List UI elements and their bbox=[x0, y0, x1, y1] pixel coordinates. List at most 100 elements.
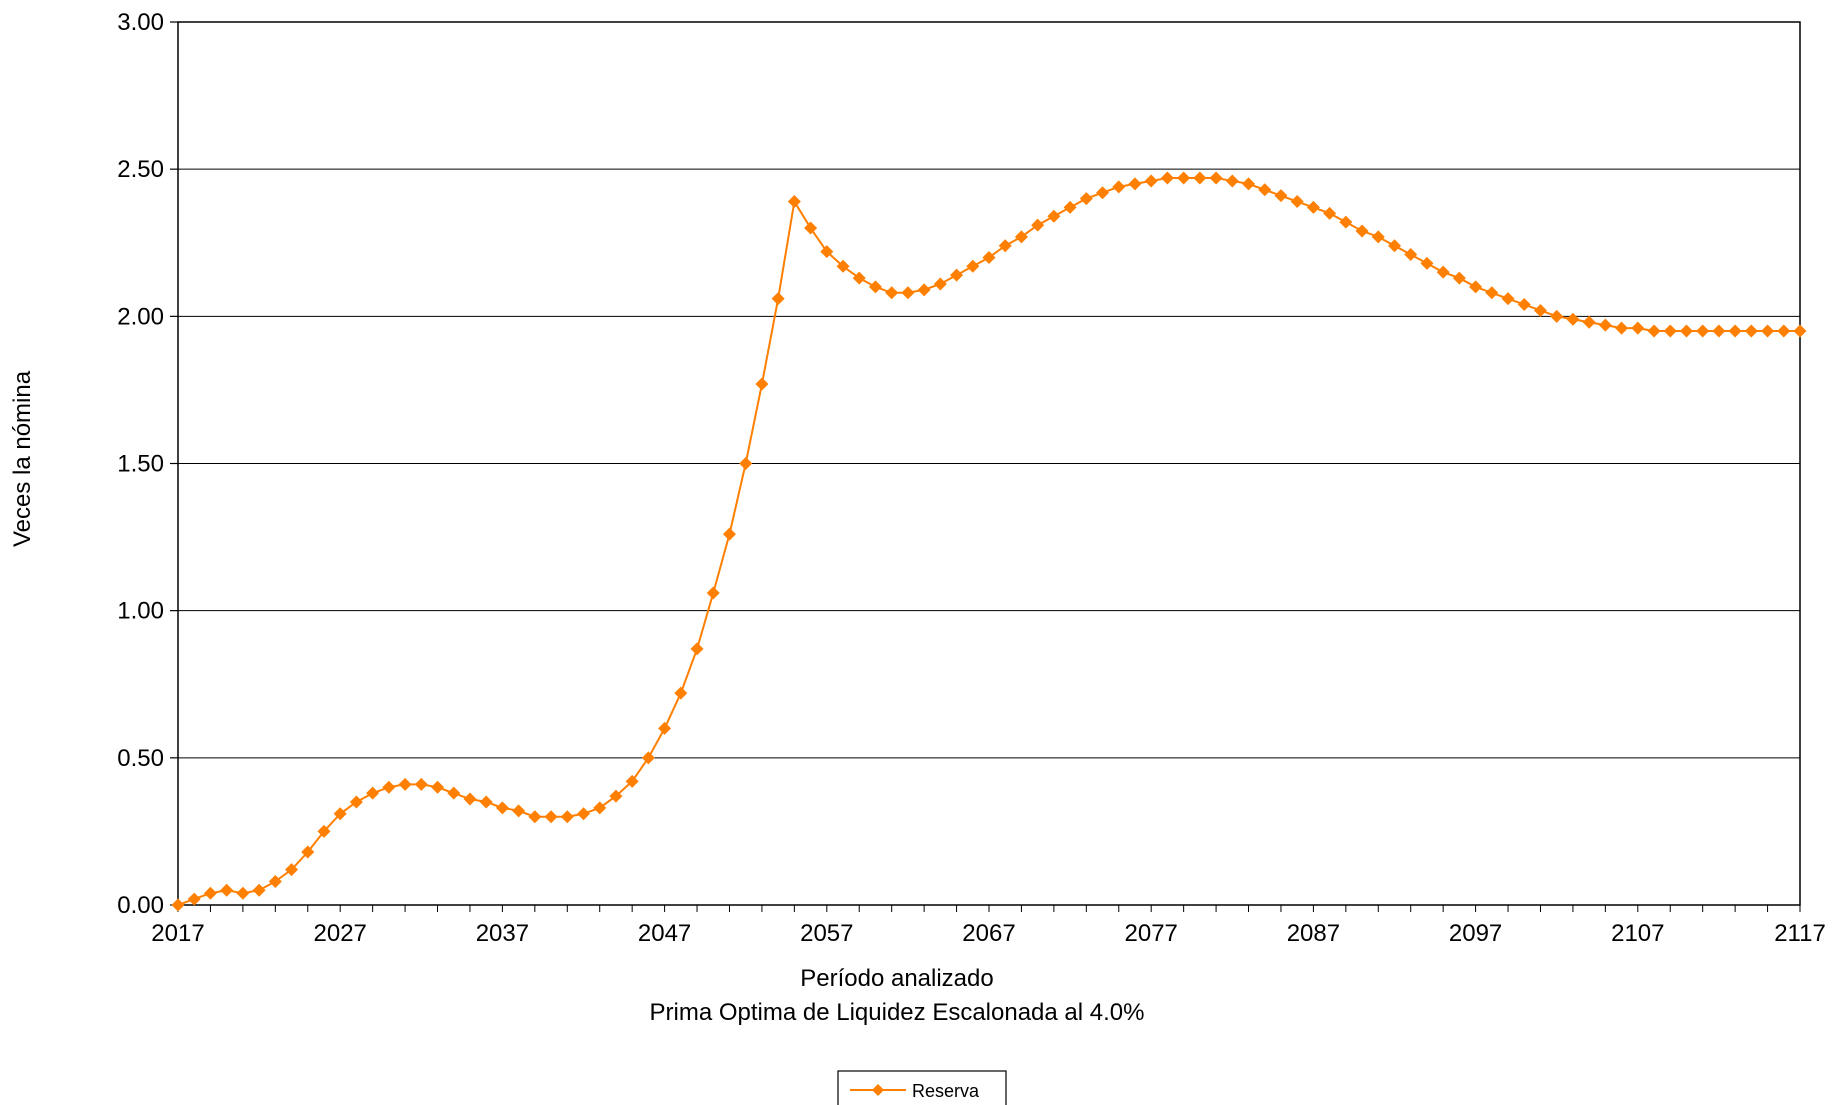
x-tick-label: 2047 bbox=[638, 920, 691, 947]
data-point bbox=[1582, 315, 1596, 329]
data-point bbox=[544, 810, 558, 824]
data-point bbox=[285, 863, 299, 877]
data-point bbox=[966, 259, 980, 273]
data-point bbox=[1631, 321, 1645, 335]
data-point bbox=[1096, 186, 1110, 200]
y-tick-label: 2.00 bbox=[117, 303, 164, 330]
data-point bbox=[1193, 171, 1207, 185]
x-tick-label: 2037 bbox=[476, 920, 529, 947]
data-point bbox=[382, 780, 396, 794]
chart-subtitle: Prima Optima de Liquidez Escalonada al 4… bbox=[650, 999, 1145, 1026]
data-point bbox=[333, 807, 347, 821]
data-point bbox=[868, 280, 882, 294]
data-point bbox=[1323, 206, 1337, 220]
data-point bbox=[1047, 209, 1061, 223]
x-axis: 2017 2027 2037 2047 2057 2067 2077 2087 2097 2107… bbox=[151, 905, 1826, 947]
data-point bbox=[1452, 271, 1466, 285]
data-point bbox=[1647, 324, 1661, 338]
data-point bbox=[852, 271, 866, 285]
data-point bbox=[301, 845, 315, 859]
data-point bbox=[1014, 230, 1028, 244]
y-tick-label: 1.50 bbox=[117, 451, 164, 478]
data-point bbox=[1031, 218, 1045, 232]
data-point bbox=[1339, 215, 1353, 229]
data-point bbox=[220, 883, 234, 897]
data-point bbox=[1144, 174, 1158, 188]
x-tick-label: 2057 bbox=[800, 920, 853, 947]
data-point bbox=[755, 377, 769, 391]
y-tick-label: 2.50 bbox=[117, 156, 164, 183]
data-point bbox=[268, 874, 282, 888]
data-point bbox=[901, 286, 915, 300]
data-point bbox=[1209, 171, 1223, 185]
data-point bbox=[1177, 171, 1191, 185]
legend-marker-swatch bbox=[872, 1084, 884, 1096]
y-tick-label: 0.50 bbox=[117, 745, 164, 772]
data-point bbox=[690, 642, 704, 656]
data-point bbox=[836, 259, 850, 273]
x-tick-label: 2077 bbox=[1125, 920, 1178, 947]
data-point bbox=[1290, 195, 1304, 209]
y-axis: 0.00 0.50 1.00 1.50 2.00 2.50 3.00 bbox=[117, 9, 178, 919]
data-point bbox=[1388, 239, 1401, 253]
data-point bbox=[771, 292, 785, 306]
data-point bbox=[1744, 324, 1758, 338]
data-point bbox=[1063, 200, 1077, 214]
x-tick-label: 2117 bbox=[1774, 920, 1826, 947]
data-point bbox=[1696, 324, 1710, 338]
x-axis-title: Período analizado bbox=[800, 965, 993, 992]
data-point bbox=[187, 892, 201, 906]
data-point bbox=[528, 810, 542, 824]
data-point bbox=[1501, 292, 1515, 306]
data-point bbox=[1128, 177, 1142, 191]
data-point bbox=[706, 586, 720, 600]
data-point bbox=[982, 250, 996, 264]
data-point bbox=[1615, 321, 1629, 335]
data-point bbox=[398, 777, 412, 791]
data-point bbox=[447, 786, 461, 800]
data-point bbox=[366, 786, 380, 800]
data-point bbox=[171, 898, 185, 912]
data-point bbox=[1306, 200, 1320, 214]
x-tick-label: 2107 bbox=[1611, 920, 1664, 947]
data-point bbox=[414, 777, 428, 791]
data-point bbox=[1371, 230, 1385, 244]
data-point bbox=[609, 789, 623, 803]
series-layer bbox=[171, 171, 1807, 912]
data-point bbox=[495, 801, 509, 815]
data-point bbox=[674, 686, 688, 700]
data-point bbox=[1728, 324, 1742, 338]
x-tick-label: 2017 bbox=[151, 920, 204, 947]
data-point bbox=[317, 824, 331, 838]
x-tick-label: 2097 bbox=[1449, 920, 1502, 947]
data-point bbox=[1274, 189, 1288, 203]
data-point bbox=[1355, 224, 1369, 238]
data-point bbox=[739, 457, 753, 470]
data-point bbox=[820, 245, 834, 259]
data-point bbox=[998, 239, 1012, 253]
data-point bbox=[1258, 183, 1272, 197]
legend-label-reserva: Reserva bbox=[912, 1081, 980, 1101]
data-point bbox=[431, 780, 445, 794]
data-point bbox=[577, 807, 590, 821]
data-point bbox=[917, 283, 931, 297]
legend: Reserva bbox=[837, 1070, 1007, 1105]
data-point bbox=[1485, 286, 1499, 300]
data-point bbox=[1793, 324, 1807, 338]
x-tick-label: 2027 bbox=[314, 920, 367, 947]
data-point bbox=[349, 795, 363, 809]
data-point bbox=[1712, 324, 1726, 338]
data-point bbox=[512, 804, 526, 818]
data-point bbox=[722, 527, 736, 541]
data-point bbox=[625, 774, 639, 788]
x-tick-label: 2087 bbox=[1287, 920, 1340, 947]
data-point bbox=[1225, 174, 1239, 188]
y-tick-label: 0.00 bbox=[117, 892, 164, 919]
data-point bbox=[1420, 256, 1434, 270]
data-point bbox=[950, 268, 964, 282]
data-point bbox=[1679, 324, 1693, 338]
data-point bbox=[641, 751, 655, 765]
data-point bbox=[1469, 280, 1483, 294]
data-point bbox=[236, 886, 250, 900]
